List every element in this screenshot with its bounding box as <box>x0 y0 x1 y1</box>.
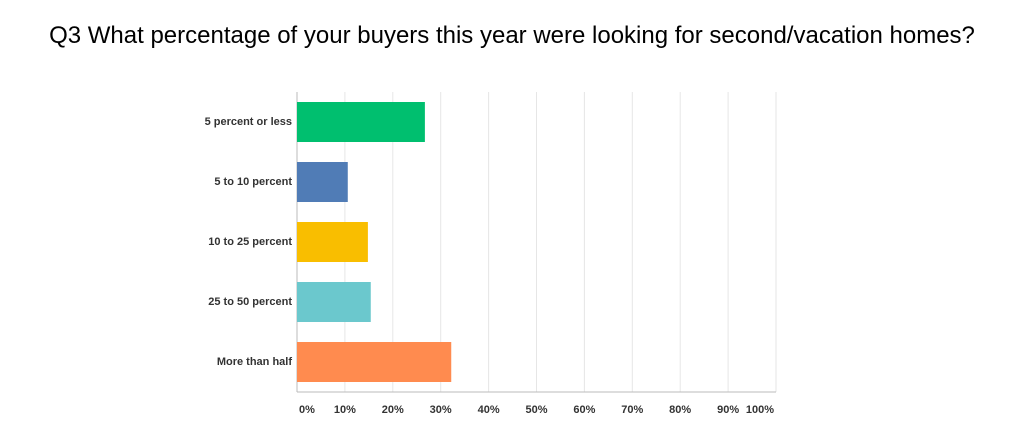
x-tick-label: 80% <box>669 404 691 416</box>
x-tick-label: 90% <box>717 404 739 416</box>
x-tick-label: 100% <box>746 404 774 416</box>
bar <box>297 282 371 322</box>
x-tick-label: 10% <box>334 404 356 416</box>
y-tick-label: 25 to 50 percent <box>208 296 292 308</box>
bar <box>297 222 368 262</box>
y-tick-label: 5 percent or less <box>204 116 292 128</box>
x-tick-label: 30% <box>430 404 452 416</box>
bar <box>297 342 452 382</box>
x-tick-label: 60% <box>573 404 595 416</box>
bar <box>297 102 425 142</box>
y-tick-label: 5 to 10 percent <box>214 176 292 188</box>
y-tick-label: More than half <box>216 356 292 368</box>
x-tick-label: 50% <box>525 404 547 416</box>
x-tick-label: 40% <box>478 404 500 416</box>
bar <box>297 162 348 202</box>
y-tick-label: 10 to 25 percent <box>208 236 292 248</box>
x-tick-label: 20% <box>382 404 404 416</box>
x-tick-label: 0% <box>299 404 315 416</box>
chart-title: Q3 What percentage of your buyers this y… <box>49 22 975 49</box>
x-tick-label: 70% <box>621 404 643 416</box>
